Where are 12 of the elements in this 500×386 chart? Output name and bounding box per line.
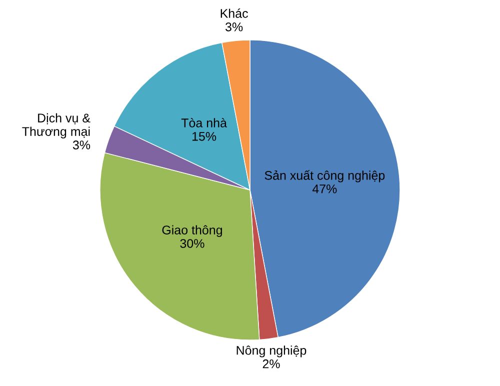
slice-label: Sản xuất công nghiệp [264,170,385,182]
data-label: 3% [72,140,90,150]
data-label: 30% [180,239,204,248]
data-label: 47% [312,184,337,194]
data-label: 2% [262,359,280,368]
data-label: 15% [192,132,216,141]
slice-label: Giao thông [162,225,222,237]
data-label: 3% [225,22,243,32]
slice-label: Nông nghiệp [236,346,306,358]
slice-label: Khác [220,8,248,18]
slice-label: Tòa nhà [181,118,227,128]
slice-label: Dịch vụ & Thương mại [22,113,90,138]
